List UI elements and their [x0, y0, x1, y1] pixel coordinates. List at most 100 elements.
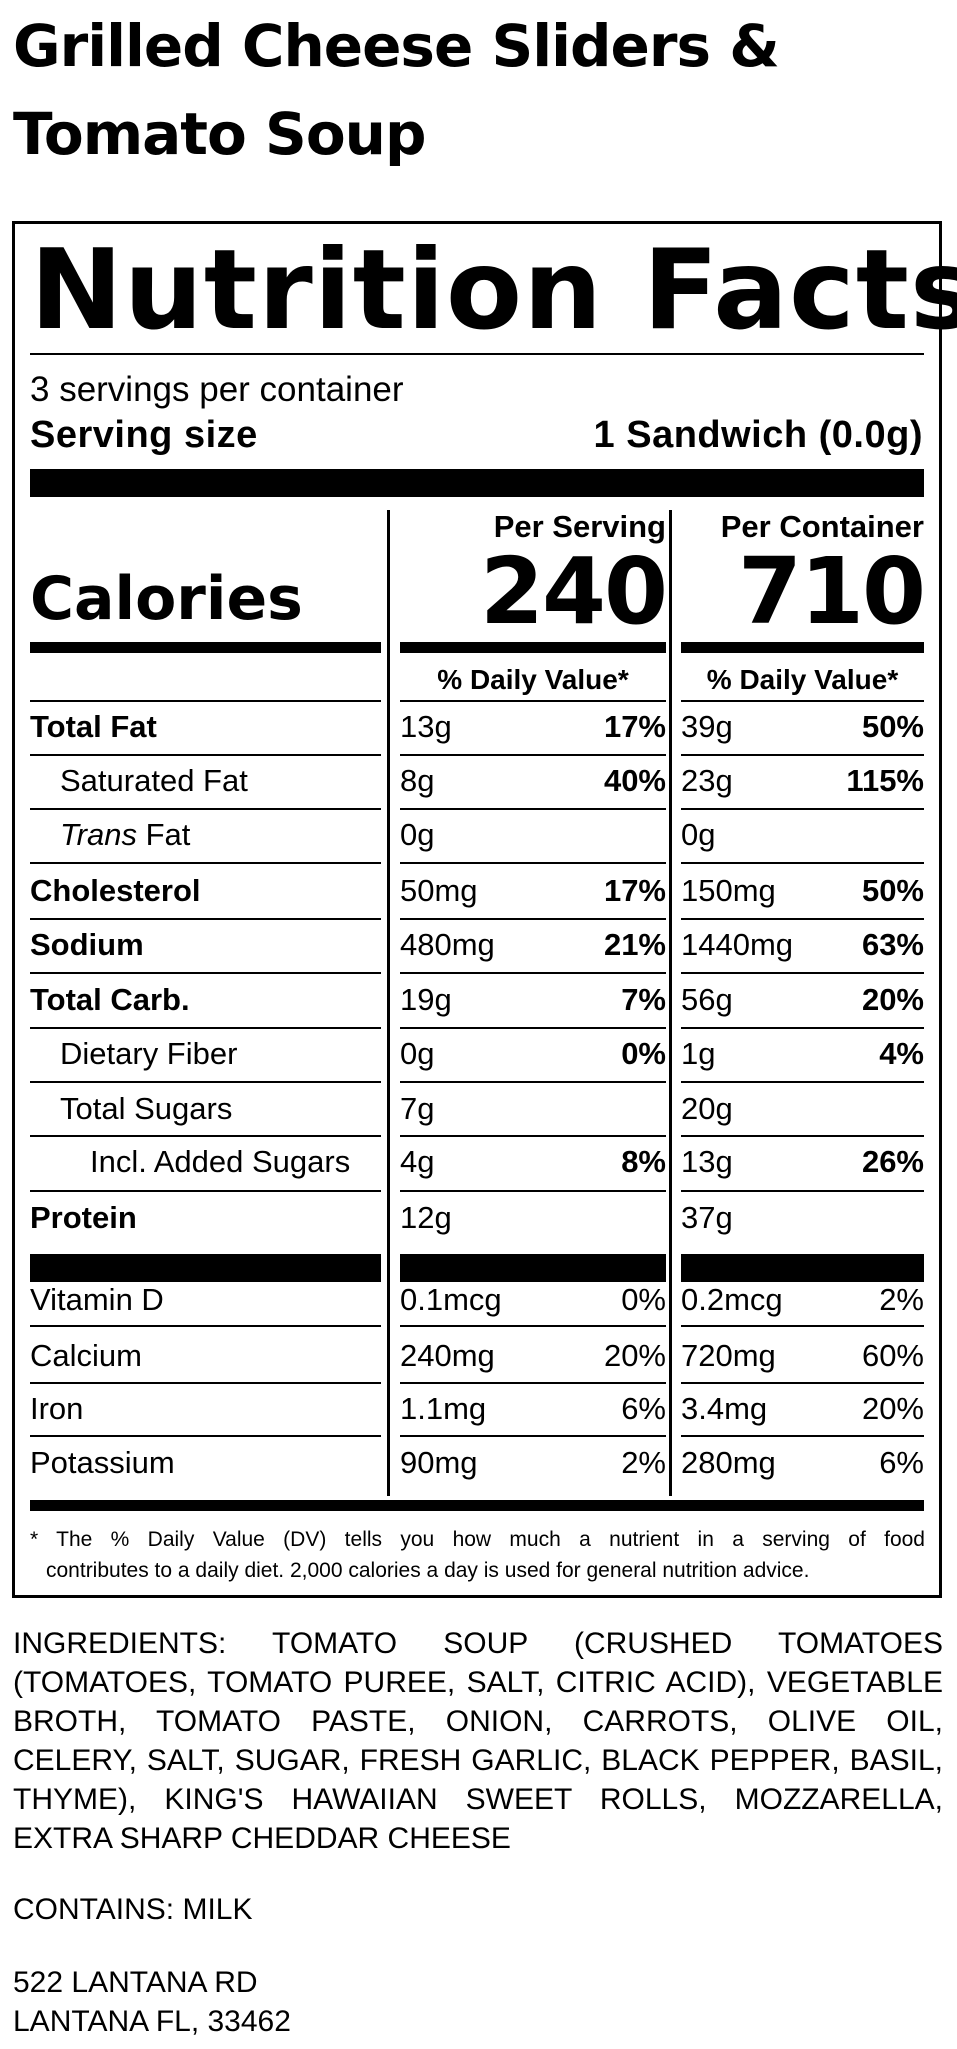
- vitamin-name-vitamin-d: Vitamin D: [30, 1282, 164, 1317]
- ingredients-text: INGREDIENTS: TOMATO SOUP (CRUSHED TOMATO…: [13, 1627, 943, 1855]
- container-dv-added-sugars: 26%: [861, 1144, 924, 1179]
- address: 522 LANTANA RD LANTANA FL, 33462: [13, 1963, 291, 2041]
- serving-dv-sodium: 21%: [603, 927, 666, 962]
- container-amount-trans-fat: 0g: [681, 817, 716, 852]
- serving-amount-potassium: 90mg: [400, 1445, 478, 1480]
- serving-amount-added-sugars: 4g: [400, 1144, 435, 1179]
- container-amount-protein: 37g: [681, 1200, 733, 1235]
- row-divider: [30, 754, 381, 756]
- serving-size-bar: [30, 469, 924, 497]
- row-divider: [681, 862, 924, 864]
- per-container-header: Per Container: [720, 509, 924, 544]
- container-amount-total-fat: 39g: [681, 709, 733, 744]
- allergen-statement: CONTAINS: MILK: [13, 1893, 253, 1926]
- nutrition-facts-title: Nutrition Facts: [30, 226, 957, 355]
- vitamin-name-potassium: Potassium: [30, 1445, 175, 1480]
- container-amount-total-carb: 56g: [681, 982, 733, 1017]
- nutrient-name-saturated-fat: Saturated Fat: [60, 763, 248, 798]
- serving-dv-added-sugars: 8%: [621, 1144, 666, 1179]
- footnote-line1: * The % Daily Value (DV) tells you how m…: [30, 1528, 925, 1551]
- row-divider: [681, 754, 924, 756]
- serving-dv-vitamin-d: 0%: [621, 1282, 666, 1317]
- calories-label: Calories: [30, 564, 303, 634]
- row-divider: [30, 700, 381, 702]
- address-line2: LANTANA FL, 33462: [13, 2005, 291, 2038]
- container-amount-added-sugars: 13g: [681, 1144, 733, 1179]
- serving-amount-total-carb: 19g: [400, 982, 452, 1017]
- container-amount-saturated-fat: 23g: [681, 763, 733, 798]
- row-divider: [30, 1325, 381, 1327]
- container-amount-iron: 3.4mg: [681, 1391, 768, 1426]
- vitamins-bar-container: [681, 1254, 924, 1282]
- container-dv-iron: 20%: [861, 1391, 924, 1426]
- serving-amount-total-sugars: 7g: [400, 1091, 435, 1126]
- row-divider: [681, 1435, 924, 1437]
- daily-value-header-serving: % Daily Value*: [437, 664, 629, 695]
- container-amount-sodium: 1440mg: [681, 927, 794, 962]
- servings-per-container: 3 servings per container: [30, 370, 404, 409]
- row-divider: [30, 972, 381, 974]
- nutrient-name-added-sugars: Incl. Added Sugars: [90, 1144, 351, 1179]
- address-line1: 522 LANTANA RD: [13, 1966, 258, 1999]
- row-divider: [681, 1382, 924, 1384]
- row-divider: [400, 862, 666, 864]
- per-serving-header: Per Serving: [493, 509, 666, 544]
- nutrient-name-sodium: Sodium: [30, 927, 144, 962]
- serving-dv-potassium: 2%: [621, 1445, 666, 1480]
- serving-dv-iron: 6%: [621, 1391, 666, 1426]
- product-title-line1: Grilled Cheese Sliders &: [13, 12, 780, 80]
- row-divider: [400, 1190, 666, 1192]
- serving-amount-protein: 12g: [400, 1200, 452, 1235]
- serving-amount-saturated-fat: 8g: [400, 763, 435, 798]
- serving-size-label: Serving size: [30, 414, 258, 456]
- calories-bar-label: [30, 642, 381, 653]
- serving-amount-calcium: 240mg: [400, 1338, 495, 1373]
- serving-dv-dietary-fiber: 0%: [621, 1036, 666, 1071]
- container-dv-potassium: 6%: [879, 1445, 924, 1480]
- container-dv-cholesterol: 50%: [861, 873, 924, 908]
- row-divider: [30, 808, 381, 810]
- row-divider: [681, 918, 924, 920]
- container-amount-dietary-fiber: 1g: [681, 1036, 716, 1071]
- title-divider: [30, 353, 924, 355]
- row-divider: [400, 1382, 666, 1384]
- daily-value-footnote: * The % Daily Value (DV) tells you how m…: [30, 1524, 925, 1586]
- row-divider: [30, 1435, 381, 1437]
- calories-bar-container: [681, 642, 924, 653]
- serving-dv-saturated-fat: 40%: [603, 763, 666, 798]
- row-divider: [681, 808, 924, 810]
- trans-italic: Trans: [60, 817, 137, 852]
- row-divider: [30, 862, 381, 864]
- footnote-bar: [30, 1500, 924, 1511]
- row-divider: [400, 808, 666, 810]
- calories-per-container: 710: [737, 538, 926, 645]
- container-dv-sodium: 63%: [861, 927, 924, 962]
- container-dv-calcium: 60%: [861, 1338, 924, 1373]
- serving-amount-trans-fat: 0g: [400, 817, 435, 852]
- row-divider: [30, 918, 381, 920]
- container-dv-total-carb: 20%: [861, 982, 924, 1017]
- container-amount-potassium: 280mg: [681, 1445, 776, 1480]
- row-divider: [400, 918, 666, 920]
- container-amount-total-sugars: 20g: [681, 1091, 733, 1126]
- serving-amount-dietary-fiber: 0g: [400, 1036, 435, 1071]
- row-divider: [400, 972, 666, 974]
- row-divider: [681, 1135, 924, 1137]
- row-divider: [681, 700, 924, 702]
- nutrient-name-dietary-fiber: Dietary Fiber: [60, 1036, 238, 1071]
- column-divider-serving: [387, 510, 390, 1496]
- container-dv-dietary-fiber: 4%: [879, 1036, 924, 1071]
- serving-dv-calcium: 20%: [603, 1338, 666, 1373]
- serving-size-value: 1 Sandwich (0.0g): [593, 414, 923, 456]
- serving-dv-total-fat: 17%: [603, 709, 666, 744]
- row-divider: [400, 1435, 666, 1437]
- serving-dv-total-carb: 7%: [621, 982, 666, 1017]
- nutrient-name-cholesterol: Cholesterol: [30, 873, 201, 908]
- row-divider: [400, 1027, 666, 1029]
- container-dv-saturated-fat: 115%: [846, 763, 924, 798]
- container-amount-calcium: 720mg: [681, 1338, 776, 1373]
- serving-amount-cholesterol: 50mg: [400, 873, 478, 908]
- nutrition-facts-panel: Nutrition Facts 3 servings per container…: [12, 221, 957, 1598]
- row-divider: [400, 1081, 666, 1083]
- serving-dv-cholesterol: 17%: [603, 873, 666, 908]
